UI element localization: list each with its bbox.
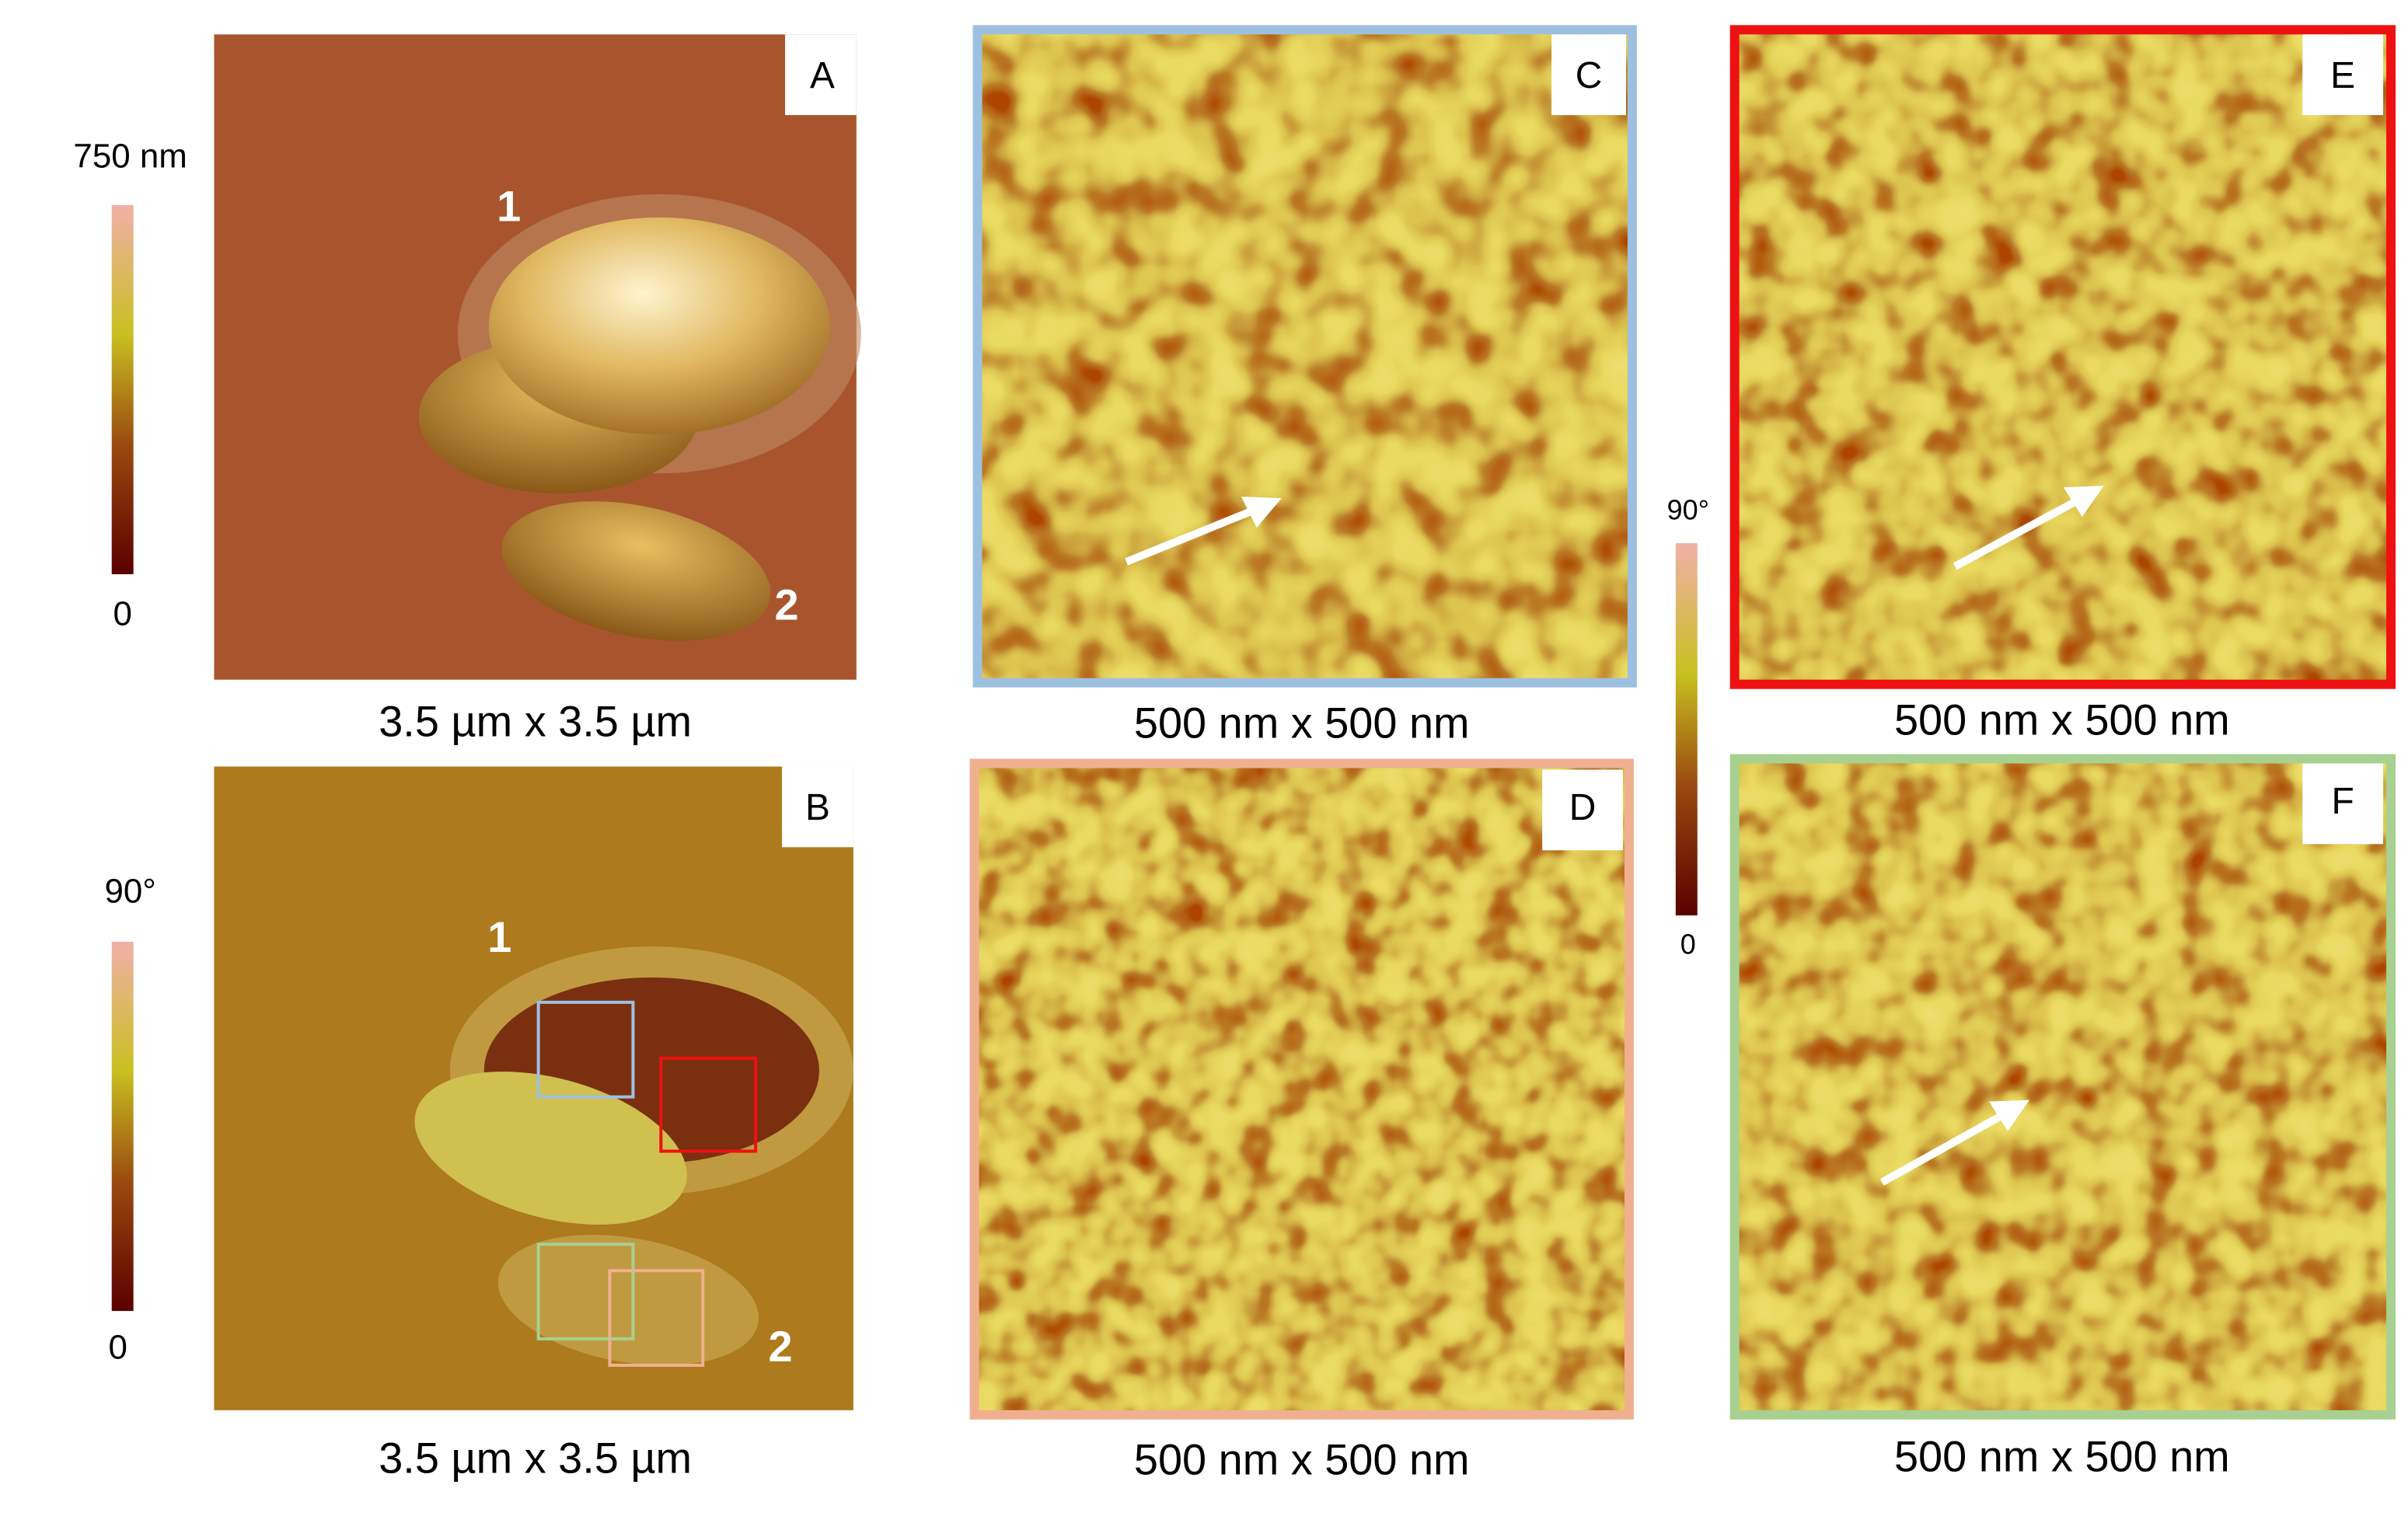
region-box (536, 1242, 635, 1341)
region-box (536, 1000, 635, 1099)
region-box (608, 1269, 705, 1367)
afm-zoom-image (980, 33, 1629, 680)
frame (1729, 25, 2396, 689)
frame (969, 758, 1634, 1420)
panel-label: B (805, 787, 830, 828)
label-box (1542, 769, 1623, 851)
label-box (1551, 34, 1626, 116)
cell (497, 1235, 759, 1366)
panel-label: D (1569, 787, 1597, 828)
scale-label: 500 nm x 500 nm (1894, 1432, 2230, 1481)
label-box (2302, 763, 2384, 845)
region-box (659, 1056, 758, 1153)
scale-label: 500 nm x 500 nm (1134, 1435, 1470, 1484)
colorbar (111, 204, 134, 574)
label-box (782, 766, 853, 848)
frame (972, 25, 1637, 688)
colorbar-min: 0 (113, 594, 131, 633)
colorbar (111, 942, 134, 1312)
colorbar-max: 750 nm (73, 138, 187, 176)
arrow-head (2063, 486, 2104, 518)
afm-zoom-image (1737, 33, 2389, 681)
label-box (2302, 34, 2384, 116)
arrow (1953, 496, 2082, 570)
colorbar-min: 0 (108, 1329, 127, 1367)
frame (1729, 754, 2396, 1420)
colorbar-min: 0 (1680, 929, 1696, 960)
colorbar-max: 90° (104, 873, 155, 911)
cell (501, 501, 771, 641)
arrow-head (1241, 497, 1282, 528)
cell-marker: 2 (769, 1322, 793, 1371)
afm-zoom-image (1737, 761, 2389, 1412)
panel-label: A (810, 55, 835, 96)
colorbar-max: 90° (1667, 494, 1709, 526)
cell (414, 1072, 687, 1225)
arrow-head (1989, 1100, 2029, 1131)
scale-label: 3.5 µm x 3.5 µm (379, 1434, 692, 1483)
cell (488, 217, 830, 435)
colorbar (1675, 543, 1698, 916)
arrow (1125, 505, 1258, 566)
panel-label: C (1576, 55, 1603, 96)
label-box (785, 34, 857, 116)
scale-label: 500 nm x 500 nm (1134, 698, 1470, 747)
afm-zoom-image (977, 766, 1626, 1412)
panel-label: E (2330, 55, 2355, 96)
arrow (1879, 1110, 2007, 1186)
cell-marker: 1 (497, 182, 521, 231)
panel-label: F (2332, 781, 2354, 822)
cell-marker: 1 (487, 912, 511, 961)
scale-label: 3.5 µm x 3.5 µm (379, 696, 692, 745)
cell-marker: 2 (775, 580, 799, 629)
scale-label: 500 nm x 500 nm (1894, 695, 2230, 744)
